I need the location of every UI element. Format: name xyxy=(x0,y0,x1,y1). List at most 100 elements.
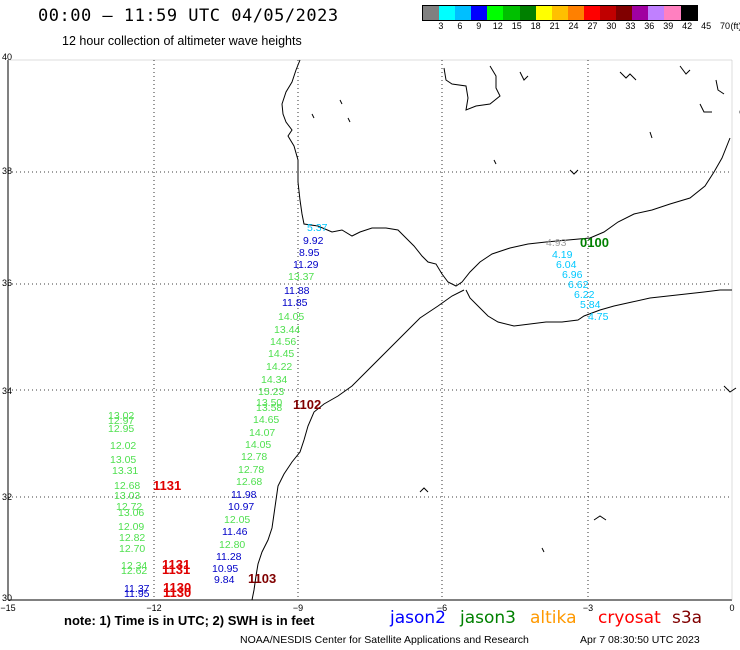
colorbar-label: 12 xyxy=(492,21,503,31)
colorbar-cell xyxy=(503,6,520,20)
colorbar-cell xyxy=(583,6,601,20)
credit-line: NOAA/NESDIS Center for Satellite Applica… xyxy=(240,634,529,646)
colorbar-cell xyxy=(471,6,488,20)
pass-time-marker: 1103 xyxy=(248,571,276,586)
colorbar-label: 42 xyxy=(682,21,693,31)
wave-height-value: 14.56 xyxy=(270,336,296,348)
longitude-label: −3 xyxy=(583,603,593,613)
colorbar-cell xyxy=(439,6,456,20)
wave-height-value: 12.34 xyxy=(121,560,147,572)
wave-height-value: 5.84 xyxy=(580,299,601,311)
colorbar-label: 36 xyxy=(644,21,655,31)
wave-height-value: 13.50 xyxy=(256,397,282,409)
wave-height-value: 11.85 xyxy=(282,297,308,309)
wave-height-value: 12.02 xyxy=(110,440,136,452)
colorbar-label: 45 xyxy=(701,21,712,31)
pass-time-marker: 1130 xyxy=(163,580,191,595)
colorbar-cell xyxy=(551,6,568,20)
legend-item-s3a: s3a xyxy=(672,608,703,628)
colorbar-cell xyxy=(567,6,584,20)
colorbar-cell xyxy=(519,6,536,20)
wave-height-value: 4.75 xyxy=(588,311,609,323)
wave-height-value: 14.07 xyxy=(249,427,275,439)
longitude-label: −9 xyxy=(293,603,303,613)
colorbar-label: 21 xyxy=(549,21,560,31)
latitude-label: 32 xyxy=(2,492,12,502)
colorbar-cell xyxy=(535,6,552,20)
wave-height-value: 11.46 xyxy=(222,526,248,538)
wave-height-value: 14.22 xyxy=(266,361,292,373)
colorbar-label: 15 xyxy=(511,21,522,31)
longitude-label: −12 xyxy=(146,603,161,613)
colorbar-label: 9 xyxy=(476,21,482,31)
colorbar-cell xyxy=(648,6,665,20)
wave-height-value: 6.96 xyxy=(562,269,583,281)
pass-time-marker: 1130 xyxy=(163,585,191,600)
wave-height-value: 13.02 xyxy=(108,410,134,422)
legend-item-cryosat: cryosat xyxy=(598,608,661,628)
colorbar-cell xyxy=(600,6,617,20)
wave-height-value: 13.58 xyxy=(256,402,282,414)
colorbar-label: 30 xyxy=(606,21,617,31)
wave-height-value: 9.84 xyxy=(214,574,235,586)
colorbar-label: 3 xyxy=(438,21,444,31)
longitude-label: −6 xyxy=(437,603,447,613)
wave-height-value: 6.62 xyxy=(568,279,589,291)
wave-height-value: 13.06 xyxy=(118,507,144,519)
wave-height-value: 12.95 xyxy=(108,423,134,435)
wave-height-value: 12.82 xyxy=(119,532,145,544)
wave-height-value: 12.78 xyxy=(238,464,264,476)
pass-time-marker: 1131 xyxy=(153,478,181,493)
legend-item-jason3: jason3 xyxy=(460,608,516,628)
wave-height-value: 14.65 xyxy=(253,414,279,426)
wave-height-value: 13.05 xyxy=(110,454,136,466)
colorbar-label: 24 xyxy=(568,21,579,31)
latitude-label: 34 xyxy=(2,386,12,396)
wave-height-value: 12.80 xyxy=(219,539,245,551)
colorbar-label: 70 xyxy=(720,21,731,31)
wave-height-value: 14.05 xyxy=(278,311,304,323)
credit-timestamp: Apr 7 08:30:50 UTC 2023 xyxy=(580,634,700,646)
colorbar-label: 39 xyxy=(663,21,674,31)
longitude-label: −15 xyxy=(0,603,15,613)
wave-height-value: 4.19 xyxy=(552,249,573,261)
wave-height-value: 4.93 xyxy=(546,237,567,249)
colorbar-cell xyxy=(616,6,633,20)
wave-height-value: 11.95 xyxy=(124,588,150,600)
latitude-label: 36 xyxy=(2,278,12,288)
colorbar-label: 6 xyxy=(457,21,463,31)
colorbar-unit-label: (ft) xyxy=(730,21,740,31)
pass-time-marker: 1131 xyxy=(162,557,190,572)
longitude-labels: −15 −12 −9 −6 −3 0 xyxy=(0,603,734,613)
wave-height-value: 8.95 xyxy=(299,247,320,259)
wave-height-value: 14.34 xyxy=(261,374,287,386)
wave-height-value: 13.37 xyxy=(288,271,314,283)
wave-height-value: 11.88 xyxy=(284,285,310,297)
wave-height-value: 13.31 xyxy=(112,465,138,477)
legend-item-jason2: jason2 xyxy=(390,608,446,628)
longitude-label: 0 xyxy=(729,603,734,613)
wave-height-colorbar xyxy=(422,5,698,21)
colorbar-cell xyxy=(664,6,681,20)
colorbar-cell xyxy=(632,6,649,20)
legend-item-altika: altika xyxy=(530,608,577,628)
colorbar-cell xyxy=(455,6,472,20)
coastline xyxy=(251,59,740,601)
wave-height-value: 11.98 xyxy=(231,489,257,501)
colorbar-label: 18 xyxy=(530,21,541,31)
wave-height-value: 12.68 xyxy=(236,476,262,488)
wave-height-value: 14.05 xyxy=(245,439,271,451)
colorbar-cell xyxy=(680,6,697,20)
wave-height-value: 11.29 xyxy=(293,259,319,271)
latitude-label: 38 xyxy=(2,166,12,176)
colorbar-cell xyxy=(423,6,440,20)
wave-height-value: 12.78 xyxy=(241,451,267,463)
latitude-label: 30 xyxy=(2,593,12,603)
map-subtitle: 12 hour collection of altimeter wave hei… xyxy=(62,34,302,48)
map-frame xyxy=(7,59,733,601)
latitude-label: 40 xyxy=(2,52,12,62)
pass-time-marker: 0100 xyxy=(580,235,609,250)
wave-height-value: 12.09 xyxy=(118,521,144,533)
wave-height-value: 12.70 xyxy=(119,543,145,555)
